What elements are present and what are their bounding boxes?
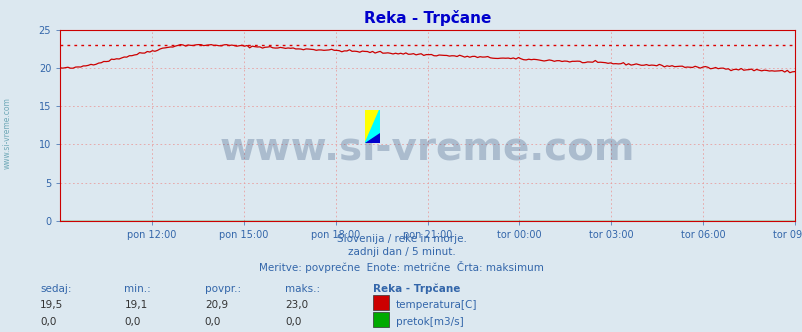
Text: povpr.:: povpr.: bbox=[205, 284, 241, 294]
Text: 19,5: 19,5 bbox=[40, 300, 63, 310]
Text: pretok[m3/s]: pretok[m3/s] bbox=[395, 317, 463, 327]
Text: www.si-vreme.com: www.si-vreme.com bbox=[2, 97, 12, 169]
Polygon shape bbox=[365, 110, 379, 143]
Text: temperatura[C]: temperatura[C] bbox=[395, 300, 476, 310]
Text: 0,0: 0,0 bbox=[205, 317, 221, 327]
Polygon shape bbox=[365, 110, 379, 143]
Text: 20,9: 20,9 bbox=[205, 300, 228, 310]
Polygon shape bbox=[365, 133, 379, 143]
Text: min.:: min.: bbox=[124, 284, 151, 294]
Text: 23,0: 23,0 bbox=[285, 300, 308, 310]
Text: Meritve: povprečne  Enote: metrične  Črta: maksimum: Meritve: povprečne Enote: metrične Črta:… bbox=[259, 261, 543, 273]
Text: 0,0: 0,0 bbox=[124, 317, 140, 327]
Text: zadnji dan / 5 minut.: zadnji dan / 5 minut. bbox=[347, 247, 455, 257]
Text: 0,0: 0,0 bbox=[40, 317, 56, 327]
Text: sedaj:: sedaj: bbox=[40, 284, 71, 294]
Text: www.si-vreme.com: www.si-vreme.com bbox=[220, 129, 634, 167]
Text: 19,1: 19,1 bbox=[124, 300, 148, 310]
Text: maks.:: maks.: bbox=[285, 284, 320, 294]
Text: Reka - Trpčane: Reka - Trpčane bbox=[373, 284, 460, 294]
Text: Slovenija / reke in morje.: Slovenija / reke in morje. bbox=[336, 234, 466, 244]
Text: 0,0: 0,0 bbox=[285, 317, 301, 327]
Title: Reka - Trpčane: Reka - Trpčane bbox=[363, 10, 491, 26]
